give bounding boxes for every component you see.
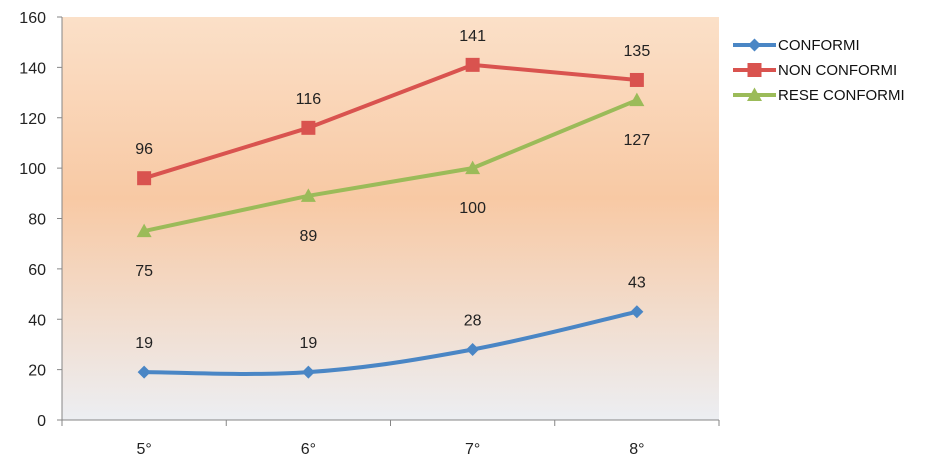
data-label: 116 bbox=[296, 91, 322, 108]
diamond-marker bbox=[137, 365, 151, 379]
y-tick-label: 0 bbox=[37, 413, 46, 430]
legend-item: NON CONFORMI bbox=[733, 62, 897, 79]
triangle-marker bbox=[629, 92, 645, 107]
series-conformi bbox=[137, 305, 644, 379]
series-layer bbox=[136, 57, 645, 379]
triangle-marker bbox=[136, 223, 152, 238]
y-tick-label: 40 bbox=[28, 312, 46, 329]
legend-label: NON CONFORMI bbox=[778, 62, 897, 79]
x-tick-label: 6° bbox=[301, 441, 316, 455]
x-tick-label: 7° bbox=[465, 441, 480, 455]
data-label: 135 bbox=[624, 43, 651, 60]
legend: CONFORMI NON CONFORMI RESE CONFORMI bbox=[733, 37, 905, 104]
data-label: 75 bbox=[135, 263, 153, 280]
diamond-marker bbox=[630, 305, 644, 319]
triangle-marker bbox=[465, 160, 481, 175]
y-tick-label: 60 bbox=[28, 262, 46, 279]
series-rese-conformi bbox=[136, 92, 645, 238]
legend-item: RESE CONFORMI bbox=[733, 87, 905, 104]
square-marker bbox=[301, 120, 316, 135]
data-label: 19 bbox=[299, 335, 317, 352]
y-tick-label: 120 bbox=[19, 111, 46, 128]
data-label: 19 bbox=[135, 335, 153, 352]
square-marker bbox=[629, 72, 644, 87]
data-label: 141 bbox=[459, 28, 486, 45]
y-tick-label: 100 bbox=[19, 161, 46, 178]
diamond-marker bbox=[466, 342, 480, 356]
y-tick-label: 140 bbox=[19, 60, 46, 77]
square-marker bbox=[465, 57, 480, 72]
y-tick-label: 20 bbox=[28, 363, 46, 380]
legend-label: CONFORMI bbox=[778, 37, 860, 54]
legend-square-marker bbox=[747, 63, 762, 77]
legend-label: RESE CONFORMI bbox=[778, 87, 905, 104]
x-tick-label: 5° bbox=[136, 441, 151, 455]
series-line bbox=[143, 98, 638, 234]
y-tick-label: 80 bbox=[28, 212, 46, 229]
data-label: 127 bbox=[624, 132, 651, 149]
y-tick-label: 160 bbox=[19, 10, 46, 27]
x-tick-label: 8° bbox=[629, 441, 644, 455]
data-label: 96 bbox=[135, 141, 153, 158]
legend-diamond-marker bbox=[748, 38, 761, 52]
series-line bbox=[144, 309, 638, 376]
diamond-marker bbox=[301, 365, 315, 379]
data-label: 28 bbox=[464, 312, 482, 329]
data-label: 43 bbox=[628, 275, 646, 292]
square-marker bbox=[137, 171, 152, 186]
legend-triangle-marker bbox=[747, 87, 762, 101]
plot-area bbox=[62, 17, 719, 420]
data-label: 100 bbox=[459, 200, 486, 217]
data-label: 89 bbox=[299, 228, 317, 245]
data-labels: 19 19 28 43 96 116 141 135 75 89 100 127 bbox=[135, 28, 650, 352]
axes: 0 20 40 60 80 100 120 140 160 5° 6° 7° 8° bbox=[19, 10, 720, 455]
triangle-marker bbox=[300, 188, 316, 202]
series-line bbox=[143, 62, 638, 181]
legend-item: CONFORMI bbox=[733, 37, 860, 54]
series-non-conformi bbox=[137, 57, 644, 186]
